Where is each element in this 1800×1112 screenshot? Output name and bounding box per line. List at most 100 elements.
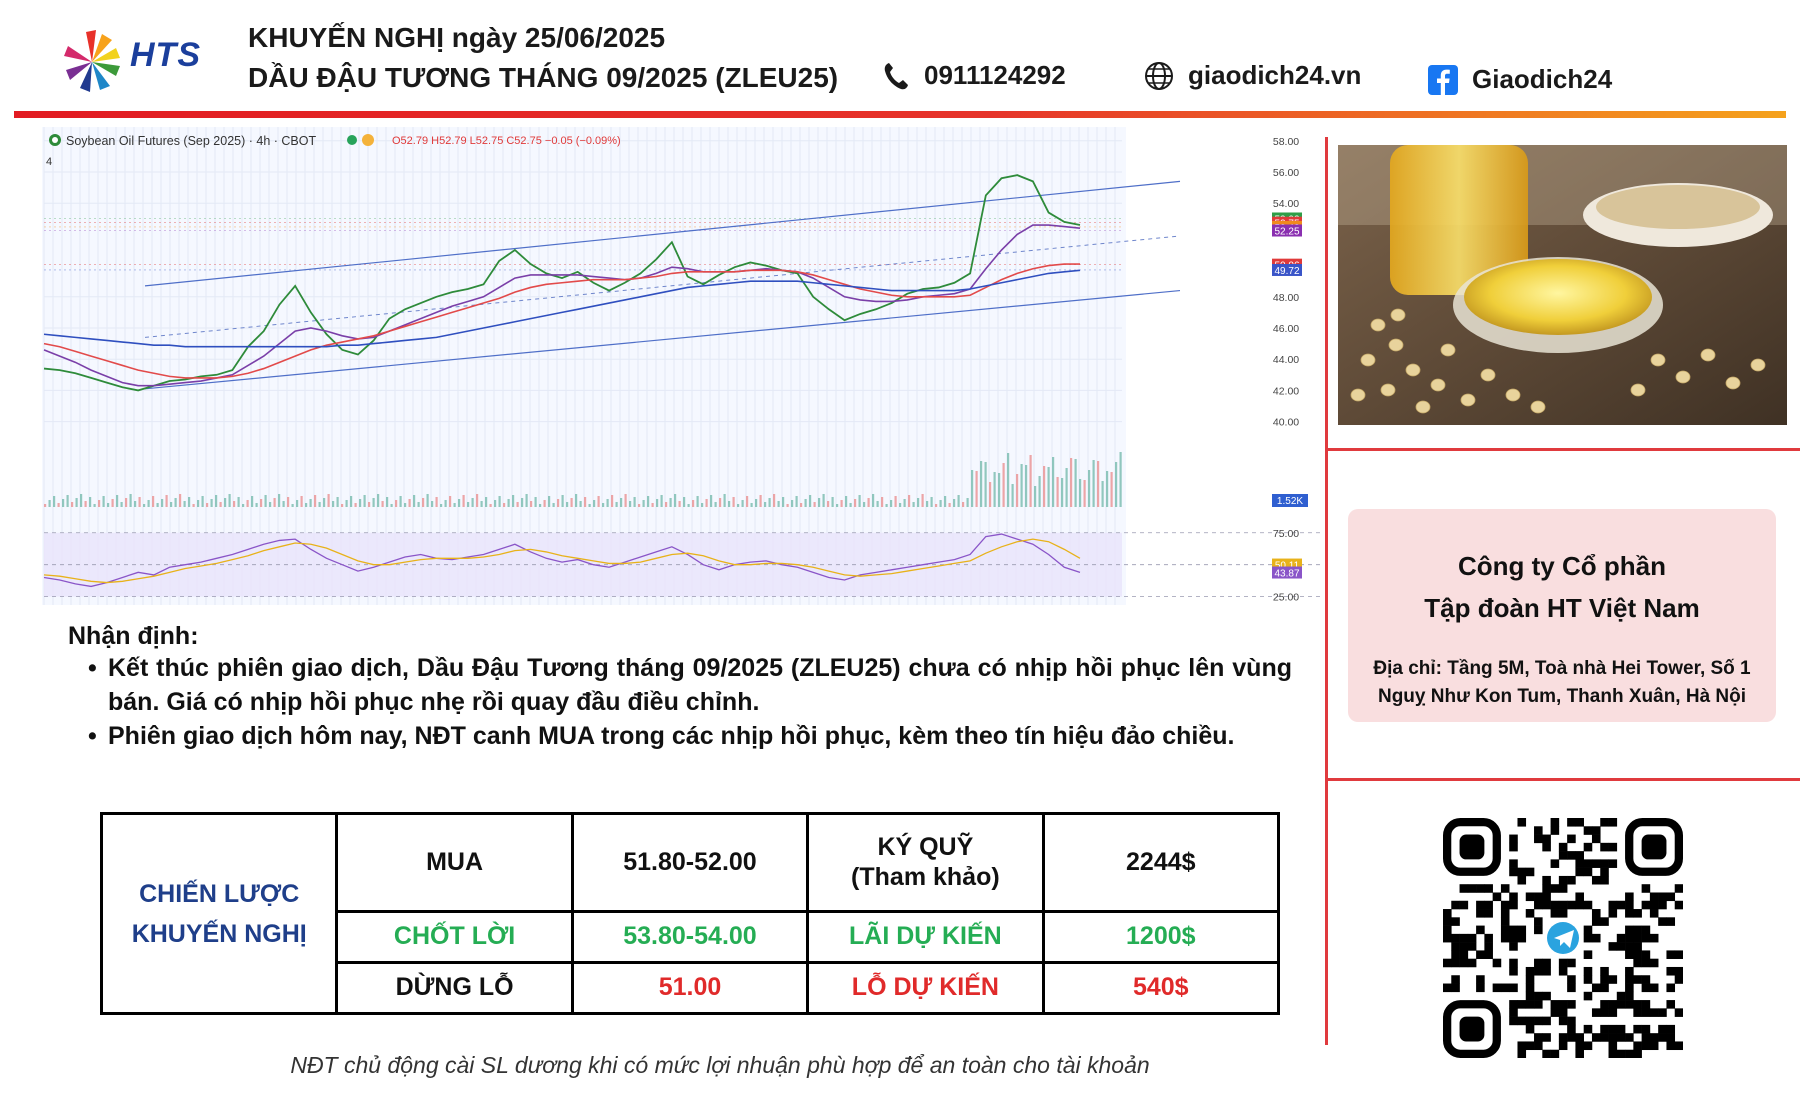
volume-bar [831, 497, 834, 507]
volume-bar [57, 503, 60, 507]
brand-name: HTS [130, 36, 201, 74]
qr-module [1567, 1016, 1576, 1026]
volume-bar [485, 497, 488, 507]
volume-bar [989, 482, 992, 507]
website-link[interactable]: giaodich24.vn [1144, 60, 1361, 91]
volume-bar [323, 498, 326, 507]
volume-bar [399, 496, 402, 507]
qr-module [1575, 892, 1584, 902]
volume-bar [368, 502, 371, 507]
qr-module [1567, 834, 1576, 844]
volume-bar [741, 500, 744, 507]
volume-bar [759, 495, 762, 507]
volume-bar [507, 499, 510, 507]
globe-icon [1145, 61, 1173, 90]
volume-bar [665, 502, 668, 507]
volume-bar [651, 503, 654, 507]
volume-bar [962, 502, 965, 507]
volume-bar [899, 503, 902, 507]
qr-module [1616, 1049, 1626, 1058]
volume-bar [867, 498, 870, 507]
qr-module [1575, 859, 1584, 868]
volume-bar [696, 496, 699, 507]
volume-bar [179, 494, 182, 507]
analysis-bullet: Kết thúc phiên giao dịch, Dầu Đậu Tương … [88, 651, 1292, 719]
report-subtitle: DẦU ĐẬU TƯƠNG THÁNG 09/2025 (ZLEU25) [248, 62, 839, 93]
volume-bar [935, 504, 938, 507]
qr-module [1517, 1000, 1527, 1009]
qr-module [1608, 1000, 1618, 1009]
qr-module [1558, 966, 1568, 976]
volume-bar [953, 499, 956, 507]
volume-bar [638, 504, 641, 507]
qr-module [1451, 983, 1460, 993]
volume-bar [1115, 462, 1118, 507]
facebook-link[interactable]: Giaodich24 [1428, 64, 1612, 95]
volume-bar [381, 501, 384, 507]
volume-bar [795, 496, 798, 507]
qr-module [1633, 925, 1642, 935]
qr-finder-inner [1459, 834, 1485, 860]
volume-bar [903, 499, 906, 507]
volume-bar [1020, 464, 1023, 507]
qr-module [1443, 958, 1452, 968]
qr-module [1492, 983, 1502, 993]
qr-module [1484, 950, 1493, 959]
volume-bar [827, 501, 830, 507]
interval-badge[interactable]: 4 [46, 156, 52, 168]
volume-bar [255, 503, 258, 507]
volume-bar [791, 500, 794, 507]
table-row: CHIẾN LƯỢC KHUYẾN NGHỊ MUA 51.80-52.00 K… [99, 812, 1281, 1015]
ohlc-readout: O52.79 H52.79 L52.75 C52.75 −0.05 (−0.09… [392, 135, 621, 147]
qr-module [1591, 826, 1601, 835]
qr-module [1509, 983, 1518, 993]
volume-bar [120, 502, 123, 507]
qr-module [1591, 909, 1601, 918]
qr-module [1558, 1041, 1568, 1051]
volume-bar [426, 494, 429, 507]
qr-module [1459, 950, 1469, 959]
price-tag-label: 52.25 [1274, 227, 1299, 238]
qr-module [1633, 942, 1642, 951]
qr-module [1476, 975, 1485, 984]
chart-gridlines [43, 127, 1122, 605]
qr-module [1666, 1041, 1676, 1051]
qr-module [1641, 1008, 1651, 1017]
volume-bar [566, 502, 569, 507]
qr-module [1542, 1016, 1551, 1026]
volume-bar [971, 470, 974, 507]
qr-module [1567, 818, 1576, 827]
volume-bar [471, 498, 474, 507]
volume-bar [854, 499, 857, 507]
phone-contact[interactable]: 0911124292 [882, 60, 1066, 91]
qr-module [1575, 818, 1584, 827]
qr-module [1558, 900, 1568, 910]
volume-bar [1061, 478, 1064, 507]
status-dot [347, 135, 357, 145]
volume-bar [939, 500, 942, 507]
qr-module [1567, 1033, 1576, 1042]
qr-module [1600, 1033, 1609, 1042]
price-cell: 51.80-52.00 [570, 812, 810, 913]
qr-module [1666, 1024, 1676, 1034]
volume-bar [710, 495, 713, 507]
qr-module [1608, 818, 1618, 827]
volume-bar [170, 502, 173, 507]
qr-module [1443, 933, 1452, 943]
qr-module [1509, 867, 1518, 877]
qr-module [1525, 1016, 1535, 1026]
volume-bar [332, 501, 335, 507]
qr-module [1608, 842, 1618, 852]
channel-lower [144, 289, 1181, 390]
telegram-qr-code[interactable] [1443, 818, 1683, 1058]
qr-module [1558, 1033, 1568, 1042]
qr-module [1649, 933, 1659, 943]
price-tag-label: 49.72 [1274, 266, 1299, 277]
qr-module [1443, 909, 1452, 918]
volume-bar [620, 498, 623, 507]
qr-module [1509, 1016, 1518, 1026]
qr-module [1625, 991, 1634, 1001]
qr-module [1600, 859, 1609, 868]
volume-bar [102, 496, 105, 507]
qr-module [1641, 884, 1651, 893]
